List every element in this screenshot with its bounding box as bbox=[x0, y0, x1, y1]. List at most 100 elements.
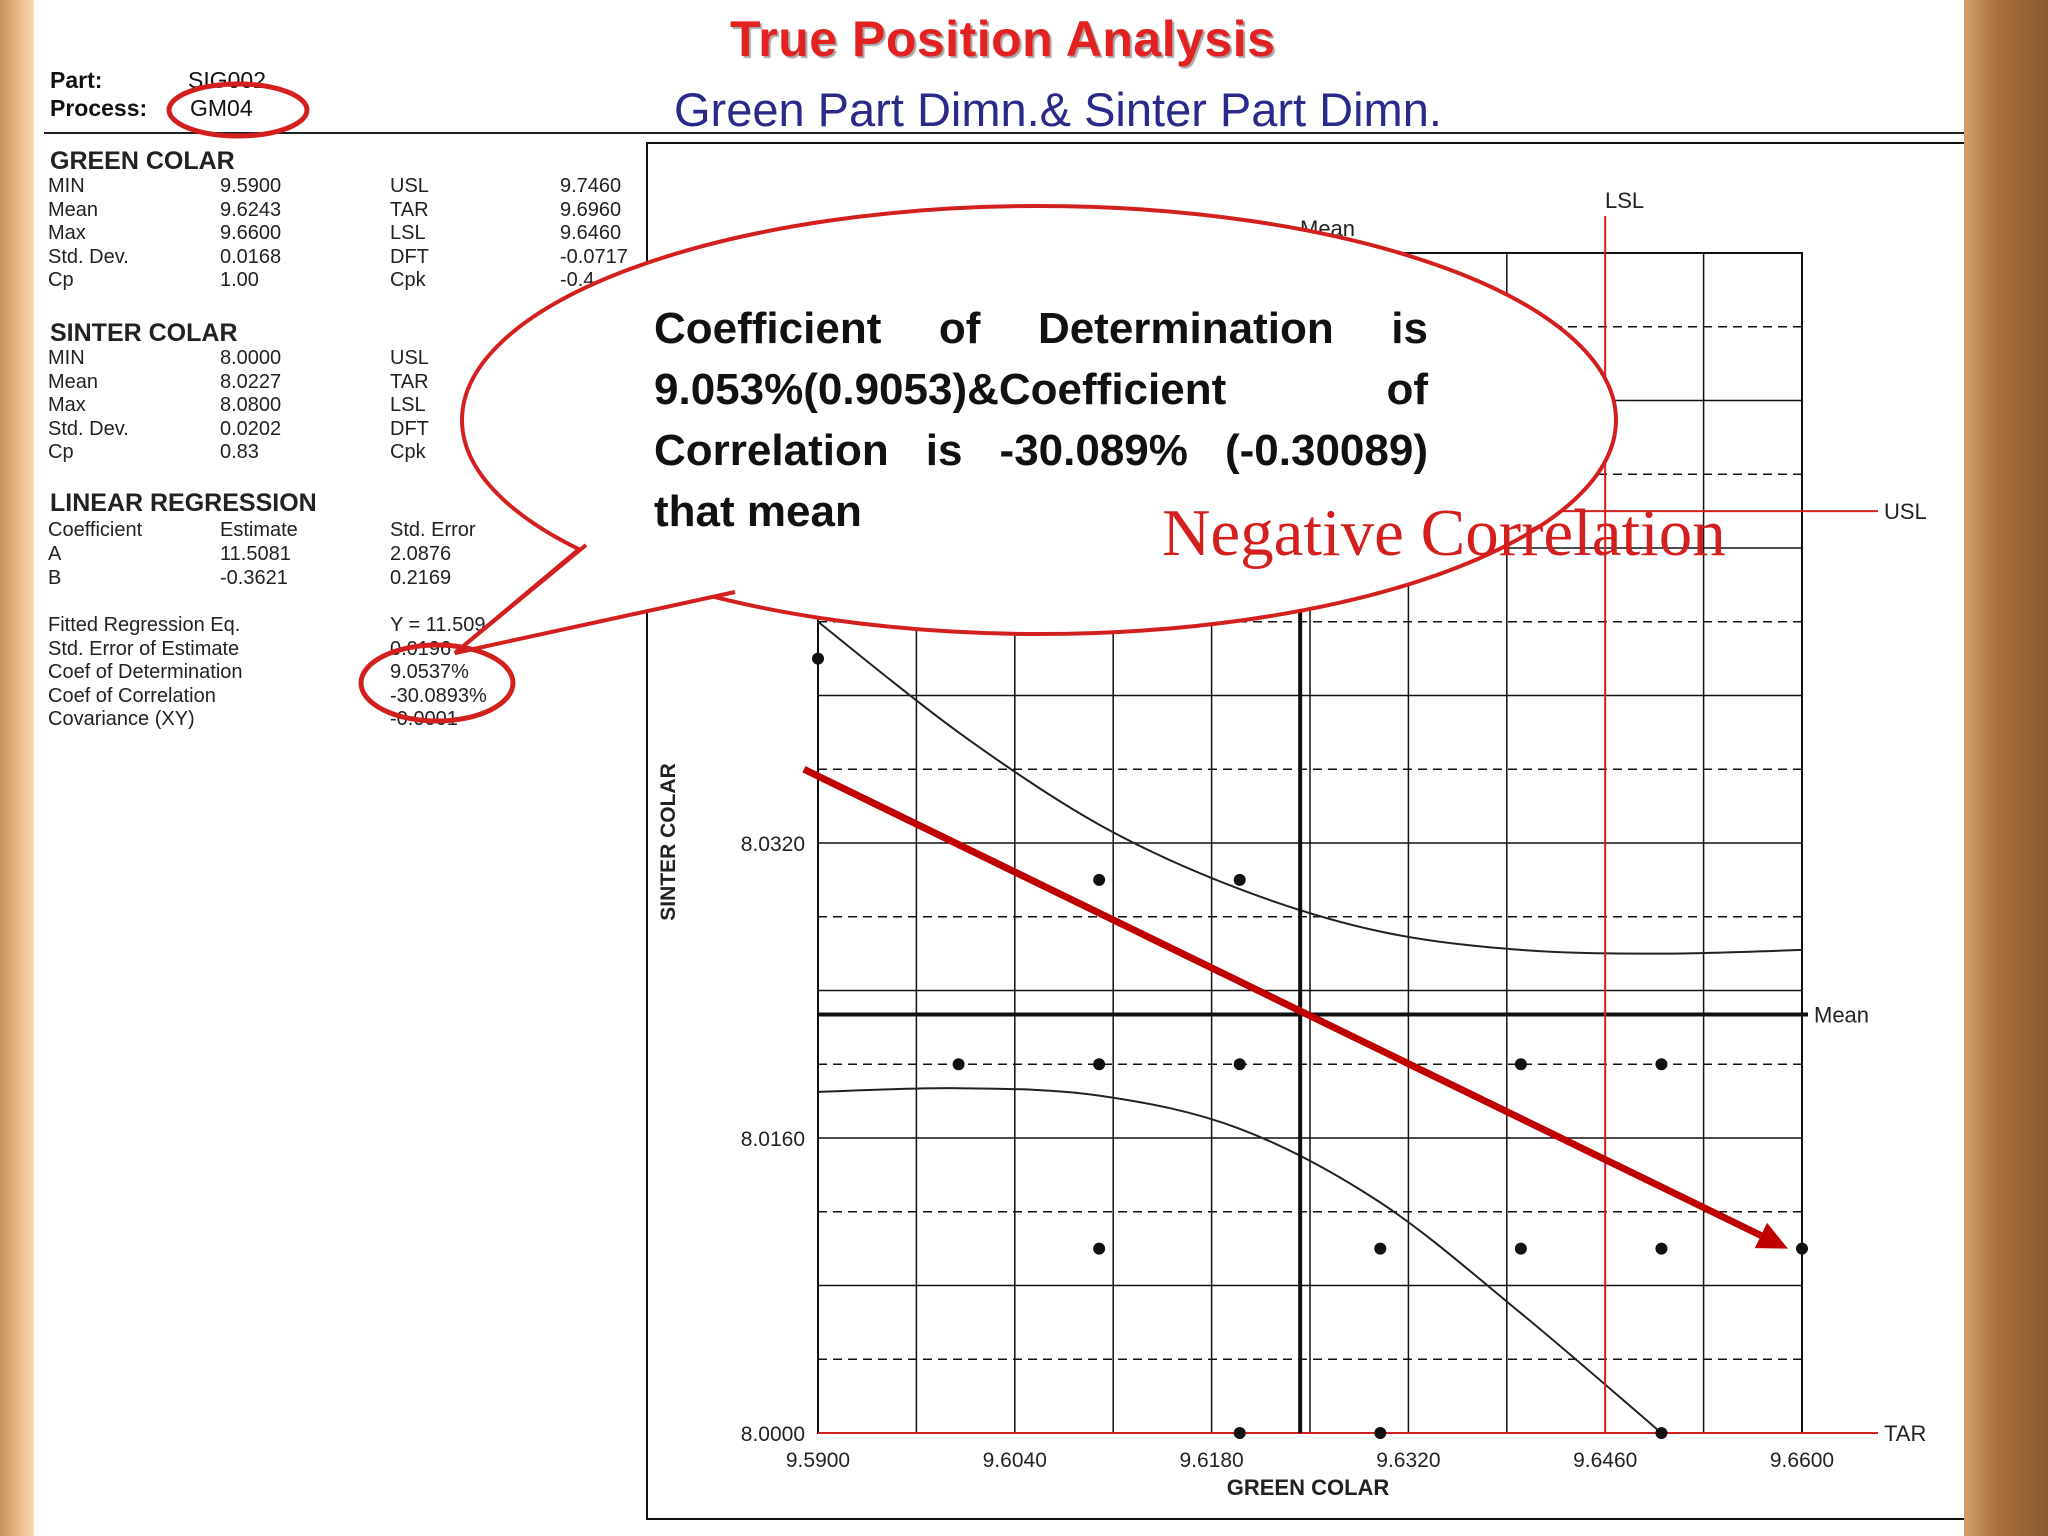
green-colar-stat-label: Cp bbox=[48, 269, 74, 291]
right-decorative-border bbox=[1964, 0, 2048, 1536]
sinter-colar-stat-value: 8.0227 bbox=[220, 370, 282, 393]
data-point bbox=[1374, 1427, 1387, 1439]
regression-coefficient-cell: 2.0876 bbox=[390, 543, 452, 565]
sinter-colar-stat-value: 0.0202 bbox=[220, 417, 282, 440]
sinter-colar-stat-label: Mean bbox=[48, 370, 99, 393]
correlation-highlight-circle bbox=[358, 642, 516, 724]
green-colar-limit-label: Cpk bbox=[390, 269, 426, 291]
part-label: Part: bbox=[50, 67, 103, 93]
x-tick-label: 9.6320 bbox=[1376, 1449, 1440, 1472]
regression-coefficient-cell: A bbox=[48, 543, 62, 565]
annotation-circles bbox=[166, 81, 516, 724]
sinter-colar-limit-label: LSL bbox=[390, 394, 426, 416]
data-point bbox=[1233, 1058, 1246, 1071]
trend-arrow bbox=[802, 766, 1788, 1249]
chart-frame bbox=[646, 142, 1964, 1520]
green-colar-limit-value: -0.0717 bbox=[560, 245, 628, 268]
sinter-colar-stat-value: 8.0000 bbox=[220, 347, 282, 369]
data-point bbox=[1655, 1242, 1668, 1255]
regression-stat-value: Y = 11.509 bbox=[390, 614, 486, 636]
data-point bbox=[1655, 1058, 1668, 1071]
green-colar-stat-value: 1.00 bbox=[220, 269, 259, 291]
x-tick-label: 9.6040 bbox=[983, 1449, 1047, 1472]
sinter-colar-stat-value: 0.83 bbox=[220, 441, 259, 463]
y-tick-label: 8.0320 bbox=[741, 833, 805, 856]
regression-coefficient-cell: 11.5081 bbox=[220, 543, 291, 565]
green-colar-stat-label: Max bbox=[48, 222, 86, 244]
process-label: Process: bbox=[50, 95, 148, 121]
green-colar-stat-label: Mean bbox=[48, 198, 99, 221]
usl-label: USL bbox=[1884, 499, 1927, 524]
callout-bubble bbox=[453, 204, 1618, 655]
process-highlight-circle bbox=[166, 81, 310, 139]
regression-column-header: Coefficient bbox=[48, 519, 143, 541]
green-colar-limit-value: 9.6960 bbox=[560, 198, 622, 221]
data-point bbox=[1093, 1242, 1106, 1255]
x-tick-label: 9.5900 bbox=[786, 1449, 850, 1472]
left-decorative-border bbox=[0, 0, 34, 1536]
data-point bbox=[812, 652, 824, 665]
x-axis-label: GREEN COLAR bbox=[1227, 1475, 1390, 1500]
tar-label: TAR bbox=[1884, 1421, 1926, 1446]
lower-confidence-curve bbox=[817, 1087, 1663, 1434]
data-point bbox=[1514, 1242, 1527, 1255]
sinter-colar-limit-label: TAR bbox=[390, 370, 429, 393]
regression-stat-label: Coef of Determination bbox=[48, 661, 243, 683]
green-colar-stat-value: 9.5900 bbox=[220, 175, 282, 197]
x-tick-label: 9.6460 bbox=[1573, 1449, 1637, 1472]
x-tick-label: 9.6180 bbox=[1179, 1449, 1243, 1472]
trend-arrow-head bbox=[1754, 1222, 1788, 1249]
green-colar-limit-label: DFT bbox=[390, 245, 429, 268]
sinter-colar-stat-label: Cp bbox=[48, 441, 74, 463]
data-point bbox=[1374, 1242, 1387, 1255]
y-axis-label: SINTER COLAR bbox=[657, 763, 680, 921]
green-colar-stat-value: 0.0168 bbox=[220, 245, 282, 268]
sinter-colar-limit-label: Cpk bbox=[390, 441, 426, 463]
regression-stat-value: 9.0537% bbox=[390, 661, 469, 683]
green-colar-limit-label: USL bbox=[390, 175, 429, 197]
data-point bbox=[1655, 1427, 1668, 1439]
green-colar-limit-value: 9.7460 bbox=[560, 175, 622, 197]
sinter-colar-stat-label: Std. Dev. bbox=[48, 417, 129, 440]
data-point bbox=[1796, 1242, 1808, 1255]
sinter-colar-title: SINTER COLAR bbox=[50, 319, 238, 347]
sinter-colar-limit-label: USL bbox=[390, 347, 429, 369]
data-point bbox=[1233, 873, 1246, 886]
regression-stat-label: Covariance (XY) bbox=[48, 708, 195, 730]
page-title: True Position Analysis bbox=[730, 11, 1276, 67]
x-tick-label: 9.6600 bbox=[1770, 1449, 1834, 1472]
green-colar-limit-label: TAR bbox=[390, 198, 429, 221]
sinter-colar-stat-label: Max bbox=[48, 394, 86, 416]
data-point bbox=[1233, 1427, 1246, 1439]
data-point bbox=[1514, 1058, 1527, 1071]
callout-ellipse bbox=[460, 204, 1618, 636]
data-point bbox=[1093, 1058, 1106, 1071]
process-value: GM04 bbox=[190, 95, 253, 121]
callout-text: Coefficient of Determination is 9.053%(0… bbox=[654, 304, 1428, 536]
regression-column-header: Estimate bbox=[220, 519, 298, 541]
lsl-label: LSL bbox=[1605, 188, 1644, 213]
negative-correlation-label: Negative Correlation bbox=[1162, 496, 1726, 570]
data-point bbox=[952, 1058, 965, 1071]
green-colar-limit-label: LSL bbox=[390, 222, 426, 244]
green-colar-stat-value: 9.6600 bbox=[220, 222, 282, 244]
data-point bbox=[1093, 873, 1106, 886]
regression-coefficient-cell: B bbox=[48, 566, 62, 589]
regression-column-header: Std. Error bbox=[390, 519, 476, 541]
regression-coefficient-cell: -0.3621 bbox=[220, 566, 288, 589]
sinter-colar-stat-value: 8.0800 bbox=[220, 394, 282, 416]
mean-label: Mean bbox=[1814, 1002, 1869, 1027]
regression-stat-value: -30.0893% bbox=[390, 684, 487, 707]
regression-stat-label: Std. Error of Estimate bbox=[48, 637, 240, 660]
green-colar-title: GREEN COLAR bbox=[50, 147, 235, 175]
upper-confidence-curve bbox=[817, 620, 1803, 955]
linear-regression-title: LINEAR REGRESSION bbox=[50, 489, 317, 517]
green-colar-limit-value: 9.6460 bbox=[560, 222, 622, 244]
header-divider bbox=[44, 132, 1964, 134]
trend-arrow-shaft bbox=[802, 766, 1763, 1239]
green-colar-stat-label: MIN bbox=[48, 175, 85, 197]
statistics-panel: GREEN COLAR MIN 9.5900 Mean 9.6243 Max 9.6600… bbox=[48, 0, 648, 760]
y-tick-label: 8.0160 bbox=[741, 1128, 805, 1151]
page-subtitle: Green Part Dimn.& Sinter Part Dimn. bbox=[674, 83, 1442, 136]
